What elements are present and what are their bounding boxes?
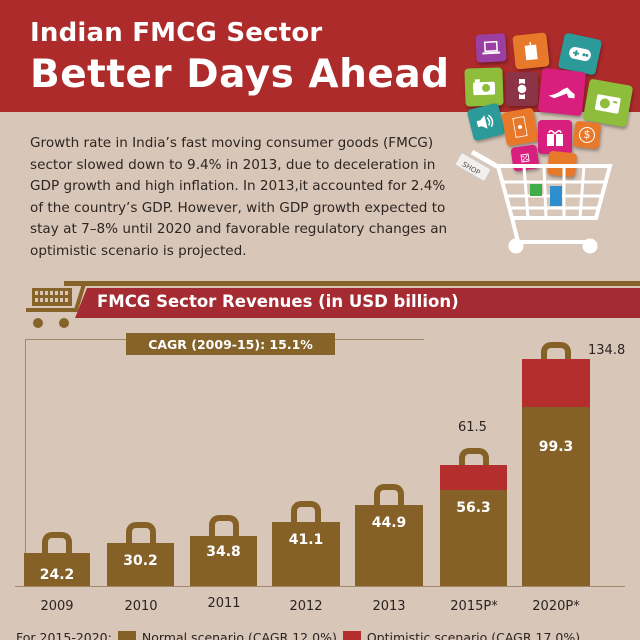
bar-value: 24.2	[39, 567, 75, 583]
gift-icon	[538, 120, 572, 154]
bag-handle	[374, 484, 404, 506]
normal-segment	[440, 490, 507, 586]
chart-legend: For 2015-2020: Normal scenario (CAGR 12.…	[16, 630, 580, 640]
laptop-icon	[475, 33, 507, 63]
legend-prefix: For 2015-2020:	[16, 630, 112, 640]
legend-swatch-optimistic	[342, 630, 361, 640]
watch-icon	[506, 72, 538, 106]
bar-2009: 24.2	[24, 532, 90, 586]
header-title-line1: Indian FMCG Sector	[30, 18, 323, 48]
chart-baseline	[15, 586, 625, 587]
bar-value: 34.8	[206, 544, 241, 560]
bar-2012: 41.1	[272, 501, 340, 586]
x-label: 2012	[289, 599, 323, 614]
bag-handle	[291, 501, 321, 523]
legend-label-normal: Normal scenario (CAGR 12.0%)	[141, 630, 337, 640]
x-label: 2010	[124, 599, 158, 614]
x-label: 2020P*	[532, 599, 580, 614]
x-label: 2013	[372, 599, 406, 614]
optimistic-segment	[522, 359, 590, 407]
gamepad-icon	[557, 32, 603, 76]
chart-frame-left	[25, 339, 26, 586]
camera-icon	[464, 67, 504, 107]
bag-handle	[458, 448, 489, 470]
banner-top-line	[64, 281, 640, 286]
phone-music-icon	[501, 107, 539, 147]
bag-handle	[541, 342, 571, 364]
bar-2015p: 56.3	[440, 448, 507, 586]
bar-value: 99.3	[538, 439, 574, 455]
bag-handle	[125, 522, 156, 544]
bar-2011: 34.8	[190, 515, 257, 586]
bag-handle	[42, 532, 72, 554]
bar-value: 30.2	[123, 553, 158, 569]
shopping-cart-icon: SHOP	[455, 149, 613, 254]
x-label: 2011	[207, 596, 241, 611]
bar-2020p: 99.3	[522, 342, 590, 586]
optimistic-segment	[440, 465, 507, 490]
bar-value: 44.9	[371, 515, 407, 531]
section-banner	[75, 288, 640, 318]
intro-paragraph: Growth rate in India’s fast moving consu…	[30, 135, 448, 259]
bar-value: 41.1	[288, 532, 324, 548]
heel-shoe-icon	[537, 67, 587, 117]
section-title: FMCG Sector Revenues (in USD billion)	[97, 292, 459, 311]
speaker-icon	[466, 102, 506, 142]
radio-icon	[582, 78, 634, 128]
cagr-badge: CAGR (2009-15): 15.1%	[126, 333, 335, 355]
cart-banner-icon	[26, 283, 86, 328]
total-label-2020: 134.8	[588, 343, 626, 358]
chart-frame-top	[25, 339, 126, 340]
x-label: 2009	[40, 599, 74, 614]
bar-2013: 44.9	[355, 484, 423, 586]
shirt-icon	[512, 32, 550, 70]
chart-frame-top	[335, 339, 424, 340]
legend-swatch-normal	[117, 630, 136, 640]
legend-label-optimistic: Optimistic scenario (CAGR 17.0%)	[366, 630, 581, 640]
shopping-cart-illustration: $ ⚄ SHOP	[440, 0, 640, 280]
x-label: 2015P*	[450, 599, 498, 614]
normal-segment	[522, 407, 590, 586]
total-label-2015: 61.5	[458, 420, 487, 435]
dollar-icon: $	[572, 120, 602, 150]
bar-2010: 30.2	[107, 522, 174, 586]
bag-handle	[208, 515, 239, 537]
bar-value: 56.3	[456, 500, 491, 516]
header-title-line2: Better Days Ahead	[30, 52, 450, 97]
